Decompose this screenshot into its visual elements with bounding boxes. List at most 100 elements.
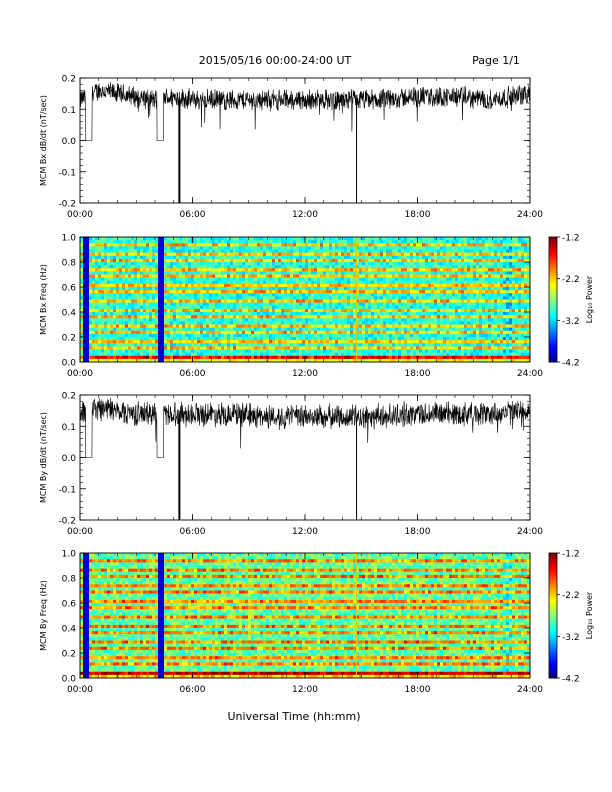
heatmap-cell: [407, 299, 411, 304]
heatmap-cell: [200, 321, 204, 325]
heatmap-cell: [140, 349, 144, 354]
heatmap-cell: [305, 290, 309, 294]
heatmap-cell: [434, 252, 438, 257]
heatmap-cell: [350, 318, 354, 322]
heatmap-cell: [383, 268, 387, 272]
heatmap-cell: [359, 352, 363, 357]
heatmap-cell: [245, 237, 249, 241]
heatmap-cell: [437, 330, 441, 335]
heatmap-cell: [374, 302, 378, 307]
heatmap-cell: [350, 280, 354, 285]
heatmap-cell: [257, 293, 261, 297]
heatmap-cell: [287, 271, 291, 275]
heatmap-cell: [302, 321, 306, 325]
heatmap-cell: [332, 343, 336, 347]
heatmap-cell: [350, 358, 354, 363]
heatmap-cell: [110, 312, 114, 316]
heatmap-cell: [275, 358, 279, 363]
heatmap-cell: [299, 277, 303, 282]
heatmap-cell: [314, 290, 318, 294]
heatmap-cell: [104, 327, 108, 332]
heatmap-cell: [293, 287, 297, 291]
heatmap-cell: [110, 305, 114, 310]
heatmap-cell: [392, 330, 396, 335]
heatmap-cell: [359, 255, 363, 260]
heatmap-cell: [359, 290, 363, 294]
heatmap-cell: [287, 287, 291, 291]
heatmap-cell: [437, 237, 441, 241]
heatmap-cell: [281, 265, 285, 269]
heatmap-cell: [278, 358, 282, 363]
heatmap-cell: [284, 305, 288, 310]
heatmap-cell: [212, 305, 216, 310]
heatmap-cell: [287, 258, 291, 263]
heatmap-cell: [287, 274, 291, 279]
heatmap-cell: [419, 262, 423, 266]
heatmap-cell: [428, 252, 432, 257]
heatmap-cell: [308, 237, 312, 241]
heatmap-cell: [443, 262, 447, 266]
heatmap-cell: [302, 287, 306, 291]
heatmap-cell: [137, 240, 141, 244]
heatmap-cell: [431, 283, 435, 288]
heatmap-cell: [233, 358, 237, 363]
heatmap-cell: [392, 271, 396, 275]
heatmap-cell: [416, 312, 420, 316]
heatmap-cell: [290, 343, 294, 347]
heatmap-cell: [140, 358, 144, 363]
heatmap-cell: [161, 308, 165, 313]
heatmap-cell: [149, 333, 153, 338]
heatmap-cell: [149, 255, 153, 260]
heatmap-cell: [335, 346, 339, 350]
heatmap-cell: [143, 315, 147, 319]
heatmap-cell: [146, 340, 150, 344]
heatmap-cell: [404, 280, 408, 285]
heatmap-cell: [215, 337, 219, 341]
heatmap-cell: [98, 352, 102, 357]
heatmap-cell: [233, 252, 237, 257]
heatmap-cell: [311, 252, 315, 257]
heatmap-cell: [134, 265, 138, 269]
heatmap-cell: [203, 265, 207, 269]
heatmap-cell: [281, 283, 285, 288]
heatmap-cell: [173, 321, 177, 325]
heatmap-cell: [149, 321, 153, 325]
heatmap-cell: [341, 243, 345, 247]
heatmap-cell: [110, 287, 114, 291]
heatmap-cell: [242, 346, 246, 350]
heatmap-cell: [299, 330, 303, 335]
heatmap-cell: [128, 243, 132, 247]
heatmap-cell: [131, 296, 135, 300]
heatmap-cell: [131, 262, 135, 266]
heatmap-cell: [128, 293, 132, 297]
heatmap-cell: [167, 287, 171, 291]
heatmap-cell: [314, 337, 318, 341]
heatmap-cell: [377, 346, 381, 350]
heatmap-cell: [290, 262, 294, 266]
heatmap-cell: [164, 290, 168, 294]
heatmap-cell: [416, 299, 420, 304]
heatmap-cell: [284, 315, 288, 319]
heatmap-cell: [89, 280, 93, 285]
heatmap-cell: [257, 246, 261, 250]
heatmap-cell: [107, 268, 111, 272]
heatmap-cell: [167, 274, 171, 279]
heatmap-cell: [188, 346, 192, 350]
heatmap-cell: [422, 299, 426, 304]
heatmap-cell: [314, 249, 318, 254]
heatmap-cell: [377, 305, 381, 310]
heatmap-cell: [200, 308, 204, 313]
heatmap-cell: [230, 343, 234, 347]
heatmap-cell: [392, 355, 396, 360]
heatmap-cell: [116, 274, 120, 279]
heatmap-cell: [80, 262, 84, 266]
heatmap-cell: [140, 333, 144, 338]
heatmap-cell: [302, 262, 306, 266]
heatmap-cell: [236, 246, 240, 250]
heatmap-cell: [104, 296, 108, 300]
heatmap-cell: [215, 293, 219, 297]
heatmap-cell: [371, 290, 375, 294]
heatmap-cell: [257, 327, 261, 332]
heatmap-cell: [167, 299, 171, 304]
heatmap-cell: [206, 283, 210, 288]
